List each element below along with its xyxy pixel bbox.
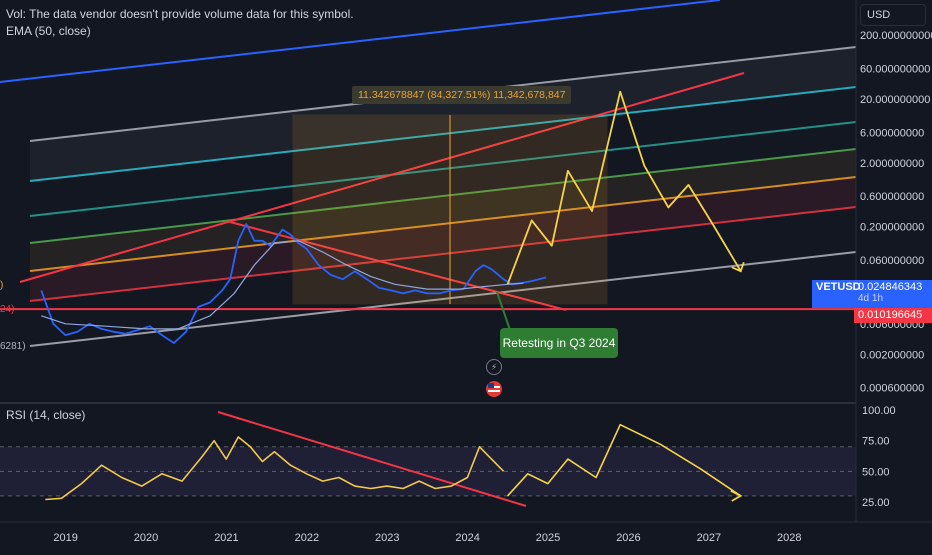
channel-band-orange [30, 149, 856, 271]
price-axis-tick: 0.002000000 [860, 349, 924, 361]
symbol-price-tag: VETUSD 0.024846343 4d 1h [812, 280, 932, 308]
line-price-tag: 0.010196645 [854, 308, 932, 323]
price-axis-tick: 20.000000000 [860, 94, 930, 106]
left-label-c: 6281) [0, 341, 26, 352]
rsi-series-forecast [507, 423, 742, 497]
rsi-axis-tick: 75.00 [862, 436, 890, 448]
price-axis-tick: 200.000000000 [860, 30, 932, 42]
measure-label: 11.342678847 (84,327.51%) 11,342,678,847 [352, 86, 572, 104]
forecast-arrowhead [731, 261, 745, 273]
time-axis-tick: 2023 [375, 532, 399, 544]
time-axis-tick: 2022 [295, 532, 319, 544]
channel-band-red [30, 177, 856, 301]
time-axis-tick: 2027 [697, 532, 721, 544]
regression-channel-line [29, 206, 856, 302]
time-axis-tick: 2019 [53, 532, 77, 544]
last-price-value: 0.024846343 [858, 281, 923, 293]
time-axis-tick: 2021 [214, 532, 238, 544]
callout-connector [496, 291, 511, 331]
retest-callout[interactable]: Retesting in Q3 2024 [500, 328, 618, 358]
time-axis-tick: 2025 [536, 532, 560, 544]
regression-channel-line [29, 121, 856, 217]
retest-callout-text: Retesting in Q3 2024 [502, 336, 616, 350]
time-axis-tick: 2028 [777, 532, 801, 544]
price-axis-tick: 0.200000000 [860, 222, 924, 234]
regression-channel-line [29, 148, 856, 244]
price-axis-tick: 0.060000000 [860, 255, 924, 267]
rsi-legend: RSI (14, close) [6, 408, 86, 422]
rsi-forecast-arrowhead [730, 490, 743, 502]
price-axis-tick: 6.000000000 [860, 127, 924, 139]
price-axis-tick: 0.000600000 [860, 383, 924, 395]
symbol-tag-label: VETUSD [816, 281, 861, 293]
price-series-forecast [506, 90, 742, 285]
price-axis-tick: 2.000000000 [860, 158, 924, 170]
left-label-b: 24) [0, 304, 15, 315]
upper-channel-line [0, 0, 721, 83]
descending-trend-line [229, 221, 567, 311]
volume-legend: Vol: The data vendor doesn't provide vol… [6, 7, 354, 21]
lightning-icon[interactable]: ⚡ [486, 359, 502, 375]
currency-label: USD [867, 9, 891, 21]
time-axis-tick: 2024 [455, 532, 479, 544]
red-trend-line [19, 72, 745, 283]
rsi-trend-line [217, 411, 527, 507]
rsi-axis-tick: 25.00 [862, 497, 890, 509]
price-axis-tick: 0.600000000 [860, 191, 924, 203]
countdown-value: 4d 1h [858, 293, 884, 304]
rsi-series-rsi [45, 436, 505, 501]
line-price-value: 0.010196645 [858, 309, 923, 321]
regression-channel-line [29, 86, 856, 182]
rsi-axis-tick: 50.00 [862, 466, 890, 478]
channel-band-grey [30, 47, 856, 181]
time-axis-tick: 2026 [616, 532, 640, 544]
ema-legend: EMA (50, close) [6, 24, 91, 38]
us-flag-icon[interactable] [486, 381, 502, 397]
regression-channel-line [29, 176, 856, 272]
rsi-axis-tick: 100.00 [862, 405, 896, 417]
left-label-a: ) [0, 280, 4, 291]
price-axis-tick: 60.000000000 [860, 64, 930, 76]
price-series-price [40, 223, 547, 344]
price-series-ema [41, 240, 524, 330]
regression-channel-line [29, 251, 856, 347]
currency-button[interactable]: USD [860, 4, 926, 26]
time-axis-tick: 2020 [134, 532, 158, 544]
